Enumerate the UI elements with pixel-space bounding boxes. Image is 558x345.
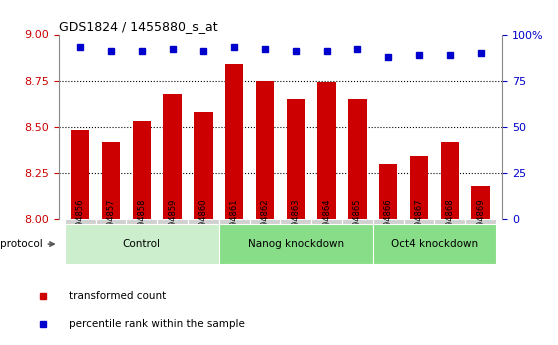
- Bar: [373, 224, 496, 264]
- Text: GSM94861: GSM94861: [230, 199, 239, 244]
- Text: Oct4 knockdown: Oct4 knockdown: [391, 239, 478, 249]
- Bar: [65, 219, 95, 224]
- Text: GSM94867: GSM94867: [415, 199, 424, 245]
- Text: GSM94856: GSM94856: [76, 199, 85, 244]
- Text: GSM94866: GSM94866: [384, 199, 393, 245]
- Bar: [157, 219, 188, 224]
- Bar: [342, 219, 373, 224]
- Text: GSM94865: GSM94865: [353, 199, 362, 244]
- Bar: [188, 219, 219, 224]
- Bar: [348, 99, 367, 219]
- Bar: [311, 219, 342, 224]
- Text: GSM94857: GSM94857: [107, 199, 116, 244]
- Text: Control: Control: [123, 239, 161, 249]
- Bar: [95, 219, 126, 224]
- Text: GSM94863: GSM94863: [291, 199, 300, 245]
- Bar: [249, 219, 280, 224]
- Bar: [472, 186, 490, 219]
- Bar: [287, 99, 305, 219]
- Bar: [318, 82, 336, 219]
- Bar: [225, 64, 243, 219]
- Bar: [403, 219, 435, 224]
- Bar: [256, 81, 274, 219]
- Bar: [219, 219, 249, 224]
- Text: percentile rank within the sample: percentile rank within the sample: [69, 319, 244, 329]
- Bar: [379, 164, 397, 219]
- Bar: [71, 130, 89, 219]
- Bar: [133, 121, 151, 219]
- Bar: [441, 141, 459, 219]
- Text: Nanog knockdown: Nanog knockdown: [248, 239, 344, 249]
- Bar: [410, 156, 429, 219]
- Text: GSM94858: GSM94858: [137, 199, 146, 244]
- Text: GSM94859: GSM94859: [168, 199, 177, 244]
- Text: GSM94862: GSM94862: [261, 199, 270, 244]
- Text: GSM94868: GSM94868: [445, 199, 454, 245]
- Text: GSM94864: GSM94864: [322, 199, 331, 244]
- Text: GDS1824 / 1455880_s_at: GDS1824 / 1455880_s_at: [59, 20, 217, 33]
- Text: transformed count: transformed count: [69, 290, 166, 300]
- Bar: [102, 141, 120, 219]
- Text: GSM94869: GSM94869: [476, 199, 485, 244]
- Bar: [194, 112, 213, 219]
- Bar: [373, 219, 403, 224]
- Bar: [435, 219, 465, 224]
- Text: GSM94860: GSM94860: [199, 199, 208, 244]
- Bar: [465, 219, 496, 224]
- Text: protocol: protocol: [0, 239, 54, 249]
- Bar: [281, 219, 311, 224]
- Bar: [163, 93, 182, 219]
- Bar: [219, 224, 373, 264]
- Bar: [126, 219, 157, 224]
- Bar: [65, 224, 219, 264]
